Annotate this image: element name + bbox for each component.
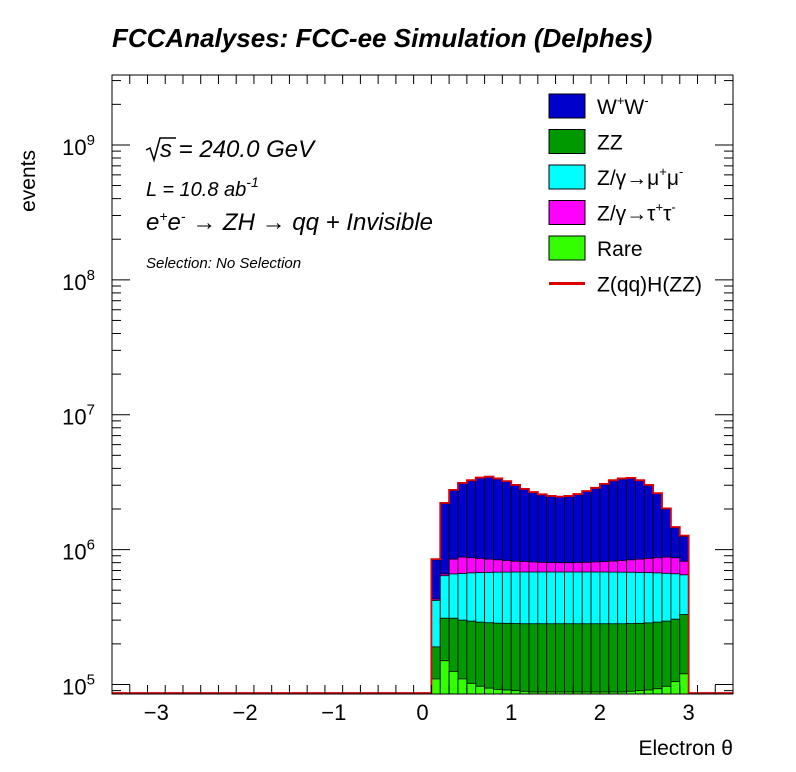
histogram-layer bbox=[430, 476, 690, 695]
bar bbox=[635, 622, 645, 695]
legend-item: ZZ bbox=[548, 129, 623, 155]
bar bbox=[581, 623, 592, 695]
x-tick-label: 0 bbox=[416, 700, 428, 725]
legend-swatch bbox=[548, 200, 586, 225]
legend-label: ZZ bbox=[597, 132, 623, 155]
legend-item: Z/γ→τ+τ- bbox=[548, 200, 676, 226]
bar bbox=[635, 690, 645, 695]
signal-line bbox=[112, 475, 733, 694]
bar bbox=[555, 623, 565, 695]
sqrt-symbol bbox=[145, 137, 176, 163]
bar bbox=[528, 623, 539, 695]
bar bbox=[493, 688, 503, 695]
legend-item: Rare bbox=[548, 235, 643, 261]
y-tick-label: 107 bbox=[62, 402, 95, 430]
y-tick-labels: 105 106 107 108 109 bbox=[62, 132, 95, 700]
luminosity-annotation: L = 10.8 ab-1 bbox=[146, 174, 259, 201]
selection-annotation: Selection: No Selection bbox=[146, 255, 301, 272]
y-tick-label: 106 bbox=[62, 537, 95, 565]
legend-label: Z/γ→μ+μ- bbox=[597, 164, 683, 190]
bar bbox=[430, 678, 441, 695]
x-tick-label: −2 bbox=[233, 700, 258, 725]
y-tick-label: 109 bbox=[62, 132, 95, 160]
legend-swatch bbox=[548, 93, 586, 119]
energy-text: = 240.0 GeV bbox=[172, 136, 316, 163]
axis-ticks bbox=[111, 75, 734, 694]
bar bbox=[457, 678, 468, 695]
bar bbox=[537, 623, 548, 695]
svg-text:s = 240.0 GeV: s = 240.0 GeV bbox=[160, 136, 316, 163]
bar bbox=[643, 689, 654, 695]
bar bbox=[617, 623, 627, 695]
bar bbox=[599, 623, 610, 695]
x-tick-labels: −3 −2 −1 0 1 2 3 bbox=[144, 700, 695, 725]
bar bbox=[466, 682, 477, 695]
x-tick-label: 1 bbox=[505, 700, 517, 725]
bar bbox=[643, 622, 654, 695]
bar bbox=[501, 622, 512, 695]
bar bbox=[484, 687, 494, 695]
legend-swatch bbox=[548, 164, 586, 190]
x-tick-label: −3 bbox=[144, 700, 169, 725]
bar bbox=[652, 621, 663, 695]
bar bbox=[572, 623, 583, 695]
bar bbox=[439, 660, 450, 695]
legend-label: Z/γ→τ+τ- bbox=[597, 200, 676, 226]
legend-swatch bbox=[548, 235, 586, 261]
legend-swatch bbox=[548, 129, 586, 154]
signal-line-layer bbox=[112, 475, 733, 694]
legend-item: W+W- bbox=[548, 93, 649, 119]
bar bbox=[475, 685, 486, 695]
y-tick-label: 105 bbox=[62, 671, 95, 699]
bar bbox=[510, 623, 521, 695]
x-tick-label: −1 bbox=[321, 700, 346, 725]
bar bbox=[475, 621, 486, 695]
legend-item: Z(qq)H(ZZ) bbox=[549, 274, 702, 297]
bar bbox=[501, 689, 512, 695]
x-axis-label: Electron θ bbox=[638, 737, 733, 760]
bar bbox=[670, 681, 681, 695]
energy-s: s bbox=[160, 136, 172, 163]
bar bbox=[448, 671, 459, 695]
bar bbox=[546, 623, 556, 695]
legend-label: W+W- bbox=[597, 93, 649, 119]
bar bbox=[519, 623, 530, 695]
bar bbox=[608, 623, 619, 695]
process-annotation: e+e- → ZH → qq + Invisible bbox=[146, 208, 433, 236]
bar bbox=[661, 620, 672, 695]
energy-annotation: s = 240.0 GeV bbox=[145, 136, 316, 163]
legend-label: Z(qq)H(ZZ) bbox=[597, 274, 702, 297]
bar bbox=[493, 622, 503, 695]
bar bbox=[679, 673, 690, 695]
y-tick-label: 108 bbox=[62, 267, 95, 295]
bar bbox=[564, 623, 574, 695]
bar bbox=[484, 622, 494, 695]
x-tick-label: 3 bbox=[683, 700, 695, 725]
legend-label: Rare bbox=[597, 238, 643, 261]
y-axis-label: events bbox=[17, 150, 40, 212]
bar bbox=[626, 623, 636, 695]
plot-frame bbox=[111, 74, 734, 695]
bar bbox=[652, 688, 663, 695]
x-tick-label: 2 bbox=[594, 700, 606, 725]
legend: W+W- ZZ Z/γ→μ+μ- Z/γ→τ+τ- Rare Z(qq)H(ZZ) bbox=[548, 93, 702, 297]
bar bbox=[590, 623, 601, 695]
series-zz bbox=[430, 614, 690, 695]
bar bbox=[510, 690, 521, 695]
chart-title: FCCAnalyses: FCC-ee Simulation (Delphes) bbox=[112, 23, 652, 53]
legend-item: Z/γ→μ+μ- bbox=[548, 164, 683, 190]
bar bbox=[661, 685, 672, 695]
